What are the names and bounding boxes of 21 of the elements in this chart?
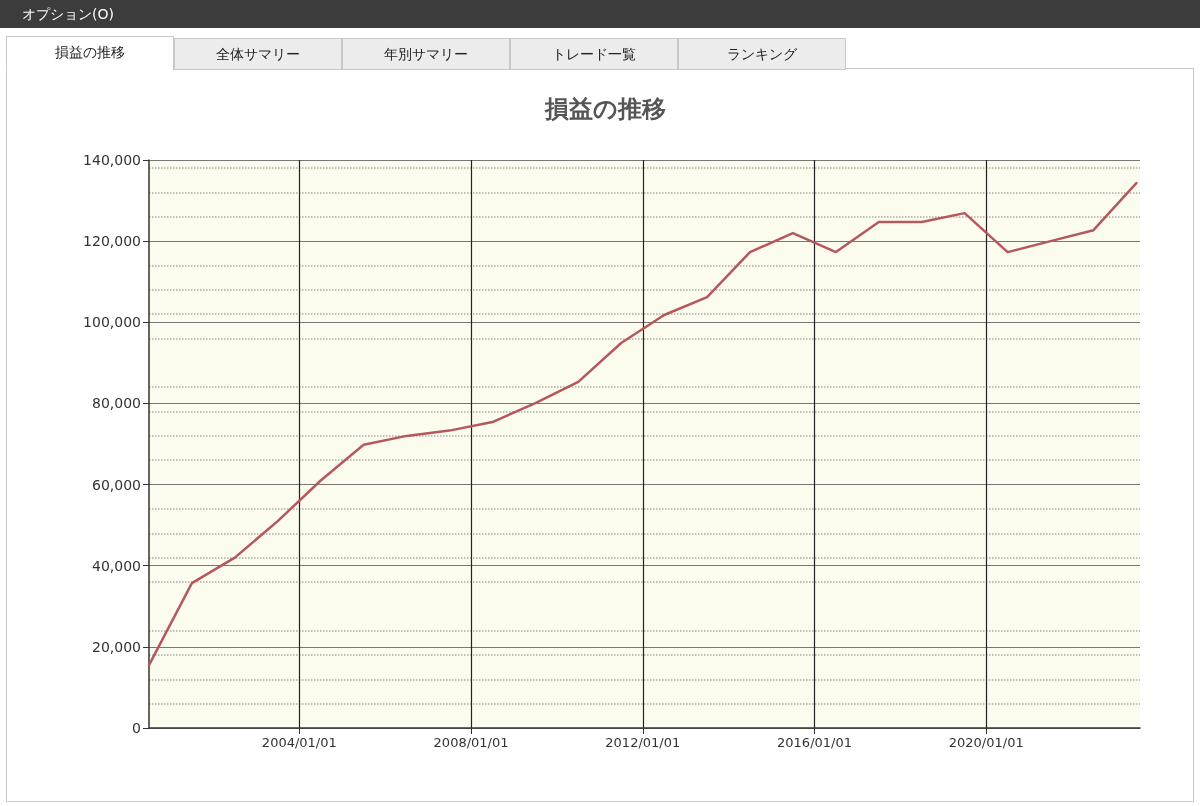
text: 年別サマリー xyxy=(342,38,510,70)
x-tick-label: 2008/01/01 xyxy=(433,735,509,750)
y-tick-label: 60,000 xyxy=(92,476,141,493)
x-tick-label: 2016/01/01 xyxy=(777,735,852,750)
y-tick-label: 80,000 xyxy=(92,395,141,412)
y-tick-label: 20,000 xyxy=(92,638,141,655)
text: トレード一覧 xyxy=(510,38,678,70)
y-tick-label: 40,000 xyxy=(92,557,141,574)
chart-title: 損益の推移 xyxy=(543,95,666,123)
x-tick-label: 2012/01/01 xyxy=(605,735,681,750)
y-tick-label: 0 xyxy=(132,720,141,736)
y-tick-label: 100,000 xyxy=(83,314,141,331)
line-series xyxy=(147,181,1138,667)
x-tick-label: 2004/01/01 xyxy=(261,735,337,750)
text: ランキング xyxy=(678,38,846,70)
y-tick-label: 140,000 xyxy=(83,152,141,168)
y-tick-label: 120,000 xyxy=(83,233,141,250)
text: 損益の推移 xyxy=(6,36,174,71)
text: オプション(O) xyxy=(22,6,114,22)
x-tick-label: 2020/01/01 xyxy=(948,735,1024,750)
text: 全体サマリー xyxy=(174,38,342,70)
